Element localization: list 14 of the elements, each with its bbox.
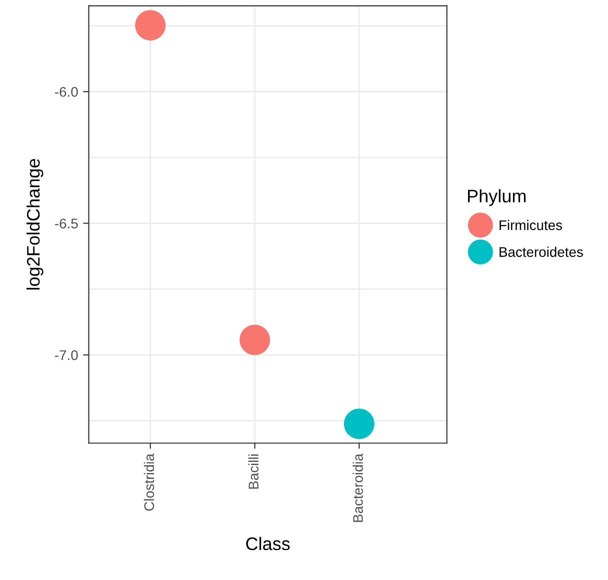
x-axis-title: Class: [246, 536, 290, 550]
x-tick-label: Bacilli: [248, 454, 258, 489]
x-tick-label: Clostridia: [144, 454, 154, 511]
x-tick-label: Bacteroidia: [352, 454, 363, 522]
point: [240, 324, 270, 356]
legend-label: Bacteroidetes: [500, 246, 583, 257]
point: [344, 408, 374, 440]
point: [135, 10, 166, 40]
y-tick-label: -6.0: [55, 86, 78, 97]
legend-title: Phylum: [468, 189, 526, 206]
legend-label: Firmicutes: [500, 220, 562, 230]
y-axis-title: log2FoldChange: [26, 159, 44, 290]
y-tick-label: -7.0: [55, 350, 78, 360]
y-tick-label: -6.5: [55, 218, 78, 228]
